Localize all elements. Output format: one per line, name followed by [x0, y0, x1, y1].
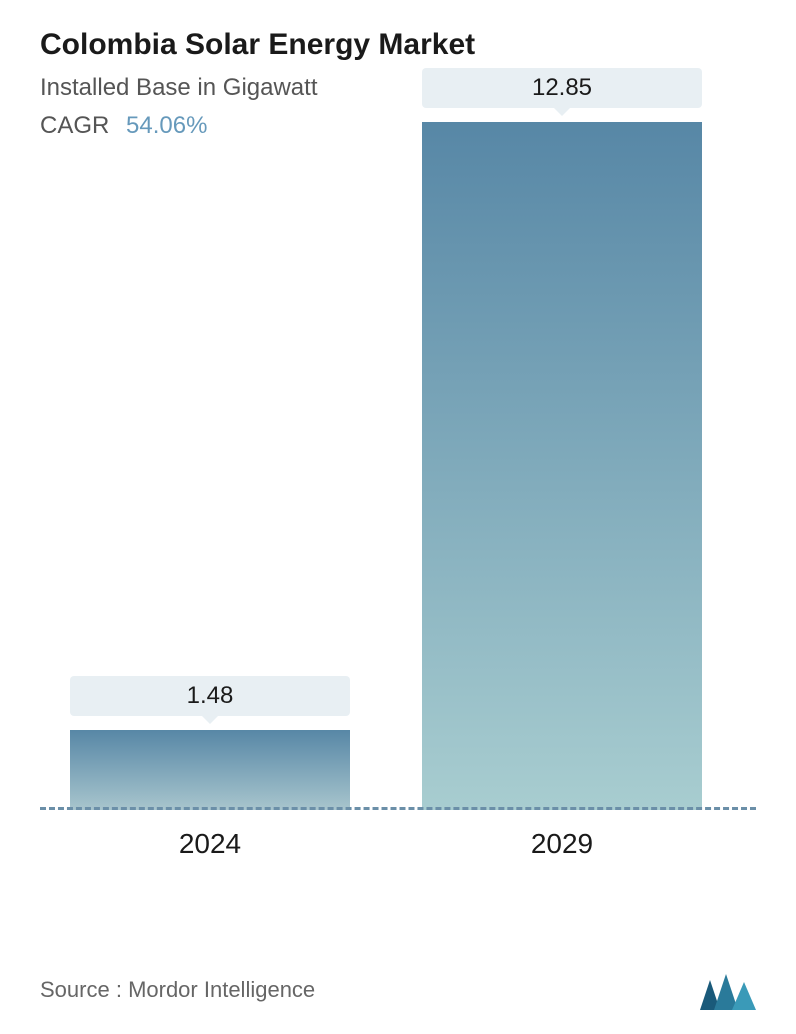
cagr-value: 54.06%: [126, 112, 207, 139]
footer: Source : Mordor Intelligence: [40, 970, 756, 1010]
source-text: Source : Mordor Intelligence: [40, 977, 315, 1003]
x-label-2029: 2029: [422, 828, 702, 860]
bar-2024: [70, 730, 350, 810]
x-label-2024: 2024: [70, 828, 350, 860]
bar-2029: [422, 122, 702, 810]
source-name: Mordor Intelligence: [128, 977, 315, 1002]
source-label: Source :: [40, 977, 122, 1002]
cagr-label: CAGR: [40, 112, 109, 139]
value-label-2029: 12.85: [422, 68, 702, 108]
baseline: [40, 807, 756, 810]
bar-container-2029: 12.85 2029: [422, 122, 702, 810]
chart-area: 1.48 2024 12.85 2029: [40, 160, 756, 890]
value-label-2024: 1.48: [70, 676, 350, 716]
bar-container-2024: 1.48 2024: [70, 730, 350, 810]
chart-title: Colombia Solar Energy Market: [40, 28, 756, 62]
mordor-logo-icon: [700, 970, 756, 1010]
